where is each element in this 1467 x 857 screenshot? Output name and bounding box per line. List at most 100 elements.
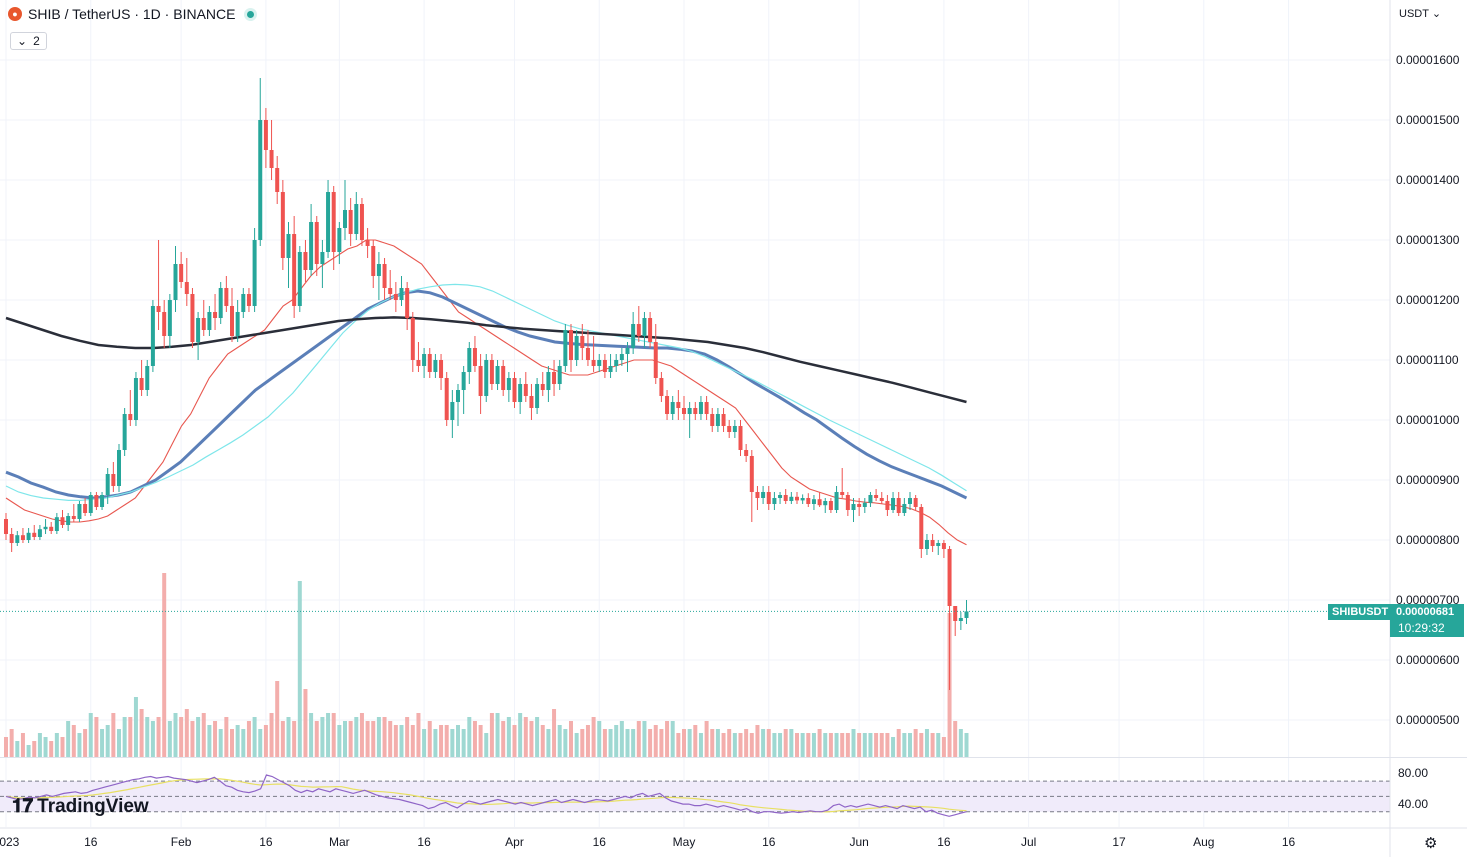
moving-average-line-2	[5, 283, 967, 501]
candle-body	[552, 372, 557, 384]
candle-body	[659, 378, 664, 396]
volume-bar	[263, 725, 268, 757]
candle-body	[789, 496, 794, 501]
volume-bar	[523, 717, 528, 757]
candle-body	[224, 288, 229, 306]
volume-bar	[382, 717, 387, 757]
currency-label: USDT	[1399, 8, 1429, 20]
volume-bar	[9, 729, 14, 757]
candle-body	[557, 366, 562, 384]
volume-bar	[941, 737, 946, 757]
volume-bar	[806, 733, 811, 757]
candle-body	[563, 330, 568, 366]
candle-body	[179, 264, 184, 282]
candle-body	[738, 426, 743, 450]
time-tick-label: 16	[417, 835, 431, 849]
volume-bar	[286, 717, 291, 757]
volume-bar	[235, 725, 240, 757]
volume-bar	[924, 729, 929, 757]
candle-body	[840, 492, 845, 495]
volume-bar	[676, 733, 681, 757]
candle-body	[376, 264, 381, 276]
volume-bar	[320, 717, 325, 757]
market-open-icon	[247, 10, 255, 18]
time-tick-label: 17	[1112, 835, 1126, 849]
volume-bar	[280, 721, 285, 757]
volume-bar	[800, 733, 805, 757]
volume-bar	[410, 725, 415, 757]
symbol-title[interactable]: SHIB / TetherUS · 1D · BINANCE	[28, 6, 236, 22]
volume-bar	[936, 733, 941, 757]
candle-body	[162, 312, 167, 336]
volume-bar	[201, 713, 206, 757]
volume-bar	[783, 729, 788, 757]
volume-bar	[840, 733, 845, 757]
volume-bar	[761, 729, 766, 757]
candle-body	[314, 222, 319, 264]
candle-body	[806, 498, 811, 504]
grid	[0, 0, 1390, 827]
volume-bar	[246, 721, 251, 757]
indicators-toggle[interactable]: ⌄ 2	[10, 32, 47, 50]
candle-body	[427, 354, 432, 372]
volume-bar	[608, 729, 613, 757]
volume-bar	[77, 733, 82, 757]
volume-bar	[552, 709, 557, 757]
candle-body	[444, 378, 449, 420]
candle-body	[845, 495, 850, 510]
volume-bar	[376, 717, 381, 757]
candle-body	[371, 246, 376, 276]
candle-body	[958, 618, 963, 621]
volume-bar	[766, 729, 771, 757]
volume-bar	[958, 729, 963, 757]
candle-body	[77, 504, 82, 519]
chevron-down-icon: ⌄	[1431, 8, 1442, 20]
time-tick-label: 16	[1281, 835, 1296, 849]
volume-bar	[749, 733, 754, 757]
candle-body	[128, 414, 133, 420]
volume-bar	[422, 729, 427, 757]
candle-body	[100, 495, 105, 507]
volume-bar	[845, 733, 850, 757]
candle-body	[964, 611, 969, 618]
candle-body	[902, 504, 907, 513]
volume-bar	[489, 713, 494, 757]
candle-body	[309, 222, 314, 270]
volume-bar	[100, 729, 105, 757]
candle-body	[478, 366, 483, 396]
volume-bar	[94, 717, 99, 757]
volume-bar	[450, 729, 455, 757]
last-price-tag: 0.00000681	[1390, 604, 1464, 620]
volume-bar	[122, 717, 127, 757]
candle-body	[523, 384, 528, 396]
candle-body	[614, 360, 619, 366]
tradingview-mark-icon: 𝟏𝟕	[12, 796, 34, 817]
volume-bar	[43, 737, 48, 757]
candle-body	[88, 495, 93, 513]
candle-body	[83, 504, 88, 513]
candle-body	[693, 408, 698, 414]
time-tick-label: Aug	[1193, 835, 1215, 849]
candle-body	[619, 354, 624, 360]
volume-bar	[953, 721, 958, 757]
volume-bar	[213, 721, 218, 757]
volume-bar	[49, 741, 54, 757]
rsi-line	[5, 774, 967, 817]
volume-bar	[433, 729, 438, 757]
volume-bar	[501, 721, 506, 757]
candle-body	[365, 240, 370, 246]
candle-body	[783, 495, 788, 501]
tradingview-logo[interactable]: 𝟏𝟕 TradingView	[12, 796, 149, 818]
volume-bar	[297, 581, 302, 757]
volume-bar	[162, 573, 167, 757]
candle-body	[241, 294, 246, 312]
volume-bar	[258, 729, 263, 757]
volume-bar	[439, 725, 444, 757]
candle-body	[851, 504, 856, 510]
currency-select[interactable]: USDT ⌄	[1399, 7, 1441, 20]
candle-body	[682, 408, 686, 414]
gear-icon[interactable]: ⚙	[1424, 835, 1438, 852]
volume-bar	[682, 729, 686, 757]
candle-body	[105, 474, 110, 495]
